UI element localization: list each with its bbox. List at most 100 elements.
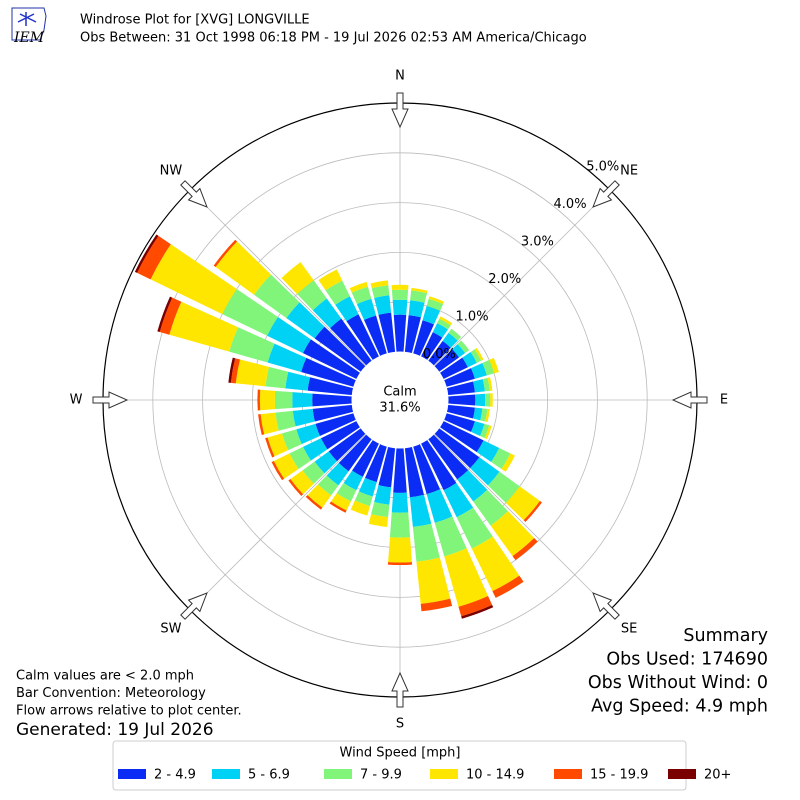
- bar-segment: [458, 595, 493, 617]
- bar-segment: [260, 412, 279, 435]
- r-tick-label: 5.0%: [586, 159, 619, 174]
- logo-outline: [11, 7, 47, 41]
- bar-segment: [315, 413, 357, 437]
- bar-segment: [307, 377, 354, 396]
- summary-line: Obs Without Wind: 0: [588, 673, 768, 693]
- bar-segment: [335, 296, 359, 322]
- bar-segment: [228, 357, 236, 383]
- bar-segment: [338, 434, 372, 472]
- bar-segment: [302, 461, 325, 484]
- bar-segment: [229, 327, 275, 363]
- grid-spoke: [433, 189, 611, 367]
- bar-segment: [413, 320, 434, 357]
- bar-segment: [330, 318, 372, 366]
- bar-segment: [475, 393, 486, 407]
- bar-segment: [371, 502, 390, 518]
- compass-label: N: [395, 69, 405, 84]
- bar-segment: [408, 300, 425, 318]
- bar-segment: [169, 301, 239, 352]
- summary-line: Summary: [683, 626, 768, 646]
- compass-arrow: [180, 592, 208, 620]
- bar-segment: [523, 500, 542, 522]
- bar-segment: [422, 305, 441, 325]
- bar-segment: [412, 523, 440, 562]
- legend-swatch: [118, 769, 146, 779]
- plot: 0.0% 1.0% 2.0% 3.0% 4.0% 5.0% N NE E SE S SW W NW: [70, 69, 729, 732]
- bar-segment: [410, 290, 428, 303]
- legend-swatch: [554, 769, 582, 779]
- r-tick-label: 0.0%: [423, 347, 456, 362]
- compass-label: SE: [621, 622, 637, 637]
- bar-segment: [351, 286, 372, 304]
- bar-segment: [331, 493, 351, 511]
- compass-arrow: [671, 391, 708, 409]
- bar-segment: [267, 317, 311, 354]
- bar-segment: [393, 314, 407, 353]
- bar-segment: [328, 428, 366, 462]
- bar-segment: [317, 475, 339, 496]
- bar-segment: [215, 241, 271, 295]
- bar-segment: [391, 289, 409, 300]
- bar-segment: [426, 298, 444, 311]
- logo-text: IEM: [13, 30, 45, 46]
- bar-segment: [292, 408, 315, 427]
- bar-segment: [257, 389, 261, 411]
- bar-segment: [285, 371, 311, 391]
- bar-segment: [432, 323, 448, 338]
- bar-segment: [487, 471, 520, 503]
- bar-segment: [471, 362, 487, 379]
- calm-circle: [351, 351, 449, 449]
- bar-segment: [437, 318, 451, 330]
- legend-label: 5 - 6.9: [248, 768, 290, 783]
- bar-segment: [443, 482, 474, 518]
- bar-segment: [296, 423, 320, 445]
- bar-segment: [388, 537, 412, 563]
- bar-segment: [471, 536, 520, 592]
- bar-segment: [484, 425, 492, 440]
- bar-segment: [326, 462, 349, 486]
- bar-segment: [374, 295, 392, 315]
- bar-segment: [487, 377, 493, 391]
- logo-mark: [17, 12, 37, 26]
- bar-segment: [474, 347, 484, 361]
- bar-segment: [434, 349, 460, 372]
- bar-segment: [434, 428, 480, 469]
- legend-label: 10 - 14.9: [466, 768, 524, 783]
- bar-segment: [213, 239, 238, 268]
- chart-subtitle: Obs Between: 31 Oct 1998 06:18 PM - 19 J…: [80, 31, 587, 46]
- summary-line: Obs Used: 174690: [606, 650, 768, 670]
- bar-segment: [473, 489, 509, 526]
- bar-segment: [275, 410, 296, 431]
- legend-label: 15 - 19.9: [590, 768, 648, 783]
- bar-segment: [271, 460, 285, 481]
- bar-segment: [457, 340, 470, 353]
- bar-segment: [404, 315, 421, 354]
- bar-segment: [470, 457, 500, 486]
- bar-segment: [482, 377, 490, 392]
- bar-segment: [336, 482, 357, 502]
- bar-segment: [492, 575, 524, 598]
- bar-segment: [281, 262, 314, 295]
- bar-segment: [490, 511, 535, 557]
- bar-segment: [314, 326, 366, 372]
- bar-segment: [439, 420, 484, 453]
- bar-segment: [281, 429, 302, 451]
- bar-segment: [480, 423, 490, 439]
- bar-segment: [352, 439, 380, 477]
- bar-segment: [254, 274, 300, 319]
- bar-segment: [329, 501, 347, 513]
- bar-segment: [265, 366, 289, 389]
- bar-segment: [371, 285, 390, 298]
- calm-value: 31.6%: [379, 401, 420, 416]
- bar-segment: [491, 447, 511, 469]
- bar-segment: [393, 447, 407, 493]
- compass-label: SW: [160, 622, 181, 637]
- bar-segment: [413, 443, 441, 495]
- compass-label: E: [720, 393, 728, 408]
- bar-segment: [391, 492, 409, 513]
- legend-swatch: [430, 769, 458, 779]
- compass-label: W: [70, 393, 83, 408]
- generated: Generated: 19 Jul 2026: [16, 720, 214, 740]
- legend: 2 - 4.9 5 - 6.9 7 - 9.9 10 - 14.9 15 - 19.9 2…: [118, 768, 731, 783]
- bar-segment: [374, 485, 392, 505]
